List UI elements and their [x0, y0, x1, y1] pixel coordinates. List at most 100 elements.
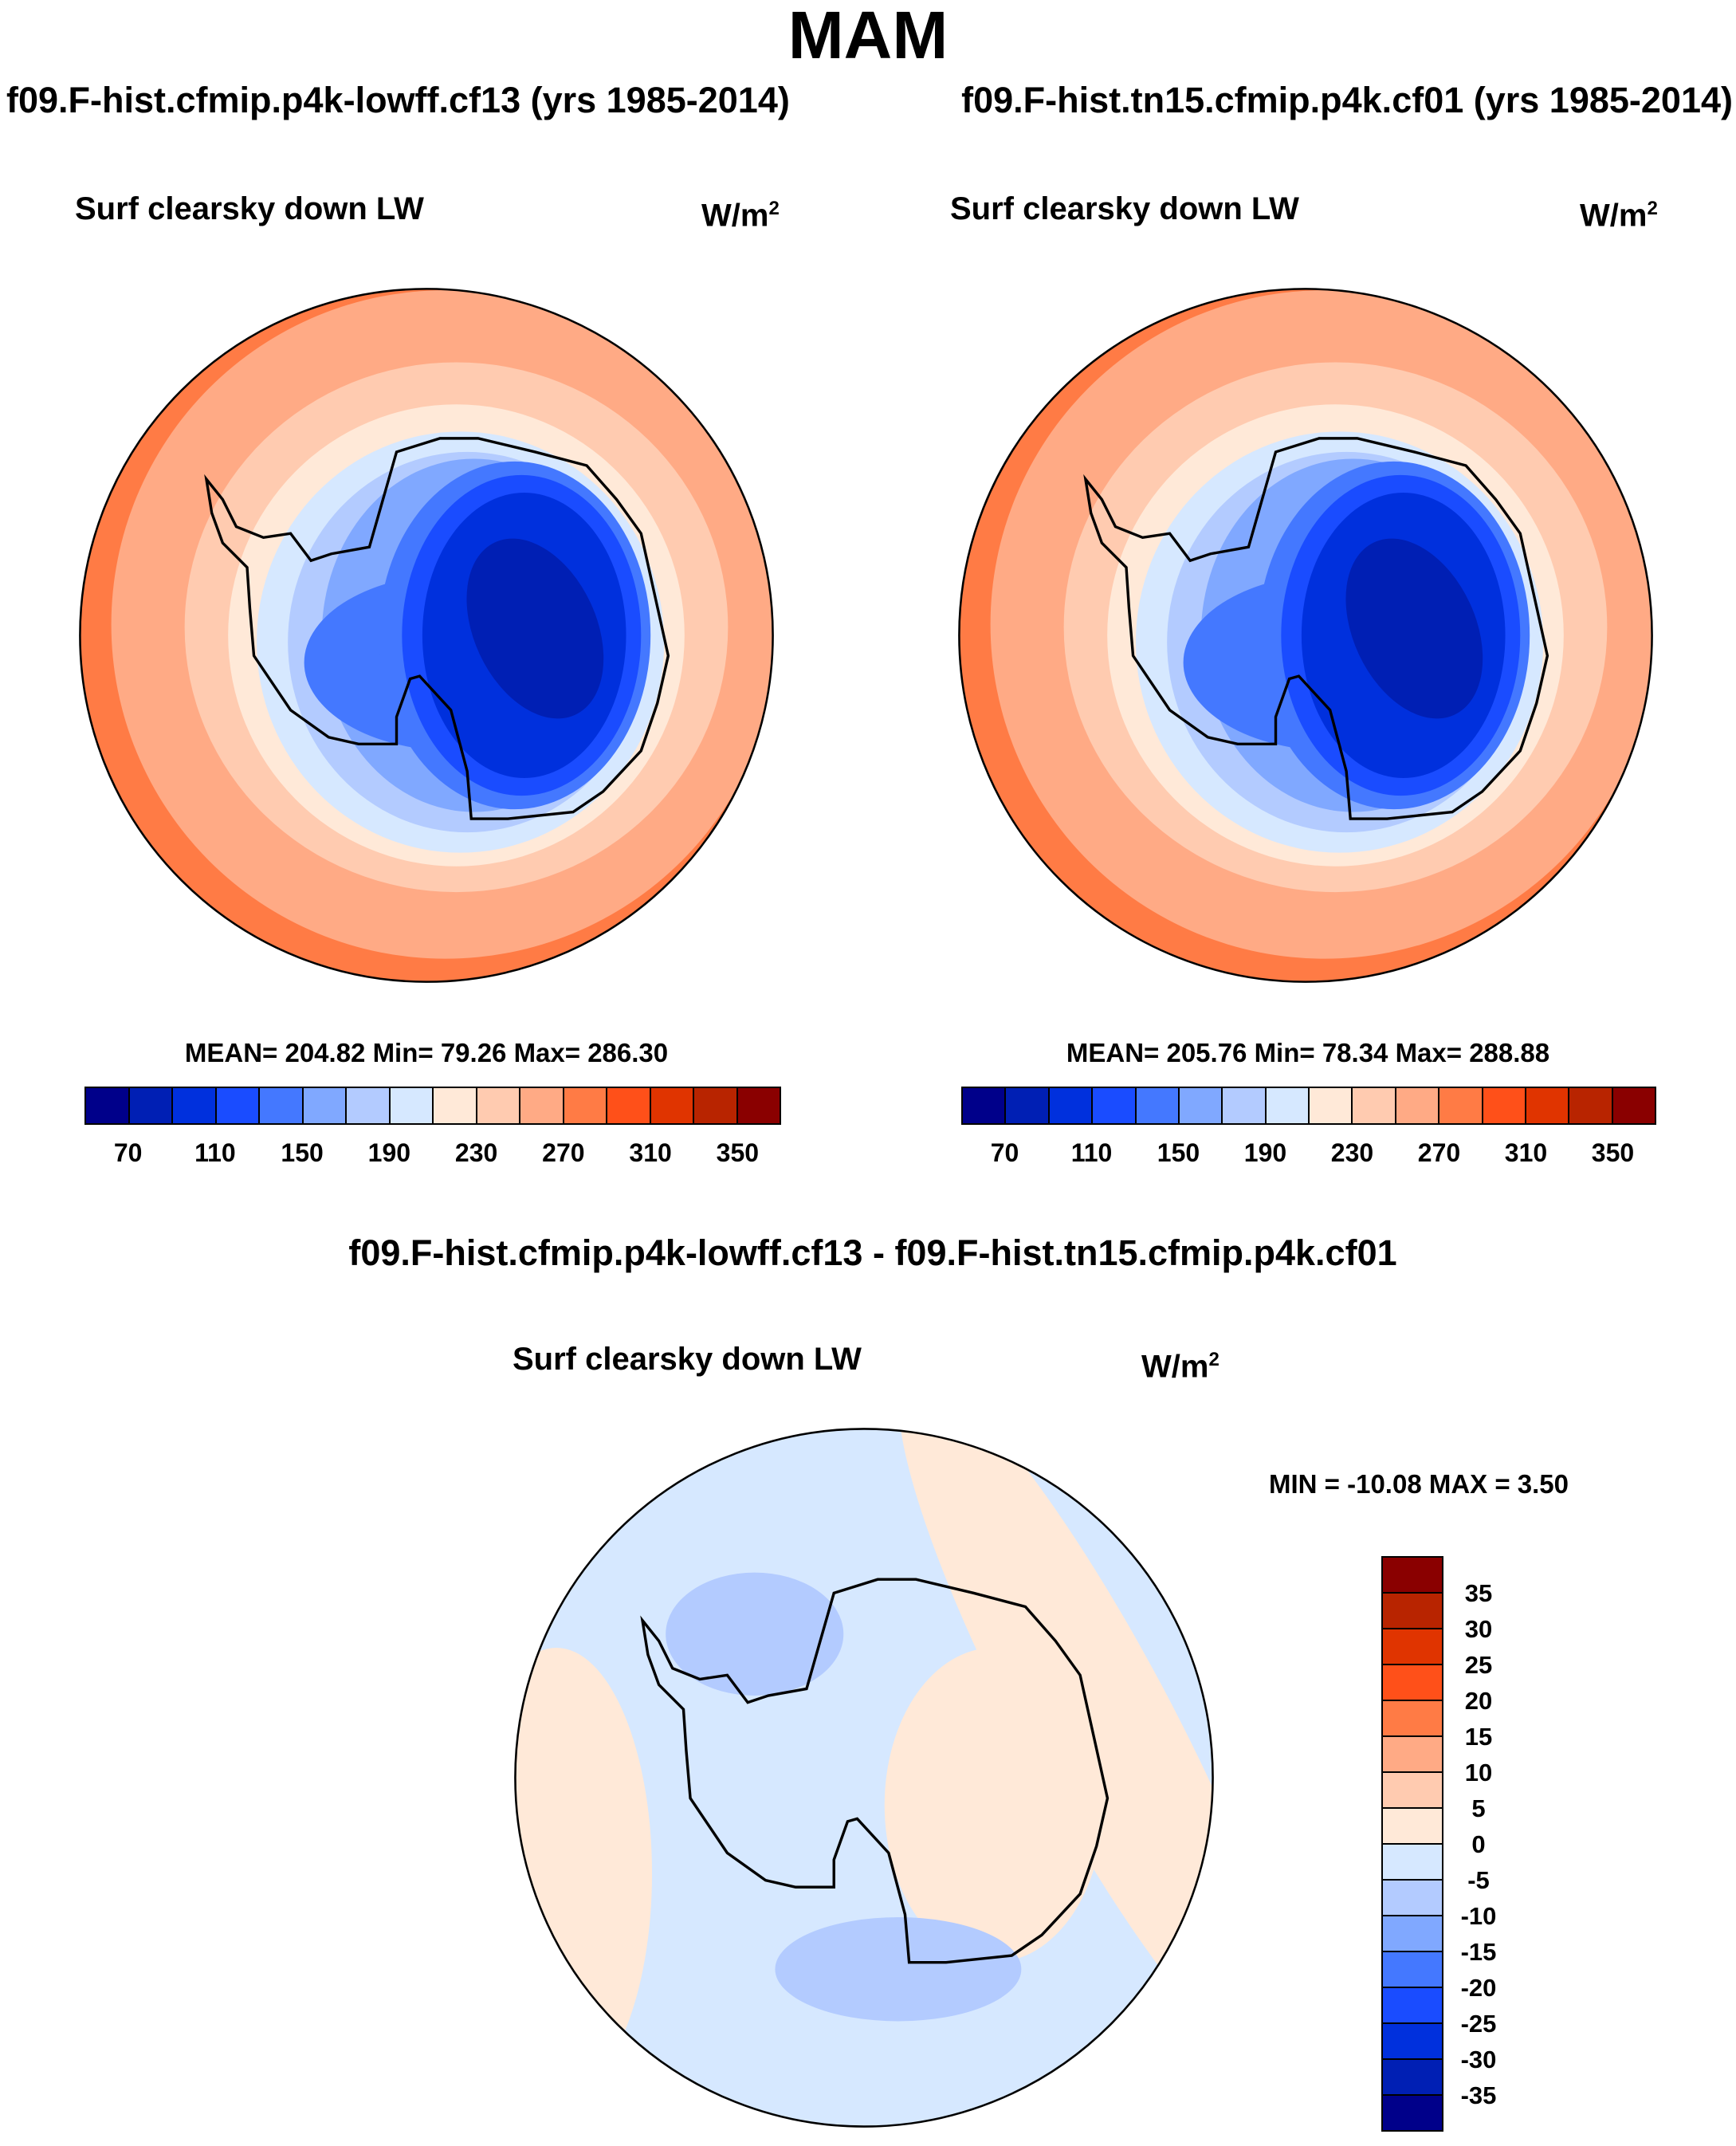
colorbar-box — [694, 1088, 738, 1123]
colorbar-box — [1093, 1088, 1137, 1123]
colorbar-box — [1310, 1088, 1353, 1123]
colorbar-box — [564, 1088, 607, 1123]
colorbar-tick-label: -35 — [1460, 2081, 1497, 2109]
colorbar-tick-label: 150 — [1157, 1138, 1200, 1167]
main-title: MAM — [787, 0, 949, 73]
panel1-title: Surf clearsky down LW — [75, 191, 424, 226]
colorbar-tick-label: -10 — [1460, 1902, 1497, 1930]
colorbar-box — [1483, 1088, 1526, 1123]
colorbar-tick-label: -20 — [1460, 1974, 1497, 2002]
diff-band-minus10-5-a — [666, 1572, 844, 1696]
colorbar-box — [1383, 2096, 1442, 2130]
panel1-units: W/m2 — [701, 198, 780, 234]
diff-colorbar — [1381, 1556, 1443, 2132]
colorbar-box — [1439, 1088, 1483, 1123]
panel2-units: W/m2 — [1580, 198, 1658, 234]
antarctica-coastline — [640, 1578, 1110, 1964]
colorbar-box — [1383, 1845, 1442, 1881]
colorbar-tick-label: 70 — [990, 1138, 1019, 1167]
panel3-units: W/m2 — [1141, 1349, 1220, 1385]
colorbar-box — [1383, 2060, 1442, 2096]
colorbar-box — [347, 1088, 391, 1123]
colorbar-box — [1612, 1088, 1655, 1123]
diff-case-title: f09.F-hist.cfmip.p4k-lowff.cf13 - f09.F-… — [348, 1232, 1397, 1273]
colorbar-box — [650, 1088, 694, 1123]
colorbar-tick-label: 15 — [1464, 1723, 1493, 1751]
colorbar-box — [1006, 1088, 1050, 1123]
diff-colorbar-labels: 35 30 25 20 15 10 5 0 -5 -10 -15 -20 -25 -30 -35 — [1447, 1556, 1518, 2130]
colorbar-box — [1383, 1629, 1442, 1665]
colorbar-box — [1353, 1088, 1396, 1123]
diff-band-0-5-west — [515, 1647, 653, 2100]
colorbar-tick-label: 190 — [367, 1138, 411, 1167]
colorbar-box — [963, 1088, 1007, 1123]
colorbar-box — [1383, 1773, 1442, 1809]
map-border — [514, 1428, 1214, 2128]
colorbar-tick-label: 30 — [1464, 1615, 1493, 1643]
colorbar-box — [1223, 1088, 1267, 1123]
colorbar-tick-label: 35 — [1464, 1579, 1493, 1607]
map-field — [80, 289, 773, 982]
colorbar-box — [1383, 2024, 1442, 2060]
map-border — [958, 288, 1653, 983]
colorbar-box — [303, 1088, 347, 1123]
colorbar-tick-label: 150 — [281, 1138, 324, 1167]
colorbar-box — [1266, 1088, 1310, 1123]
colorbar-tick-label: 310 — [629, 1138, 672, 1167]
colorbar-tick-label: 190 — [1243, 1138, 1287, 1167]
colorbar-box — [1383, 1916, 1442, 1952]
colorbar-tick-label: 230 — [1330, 1138, 1374, 1167]
panel1-map — [79, 288, 774, 983]
panel2-title: Surf clearsky down LW — [950, 191, 1299, 226]
panel2-colorbar-labels: 70 110 150 190 230 270 310 350 — [961, 1138, 1656, 1170]
panel3-title: Surf clearsky down LW — [513, 1342, 862, 1377]
colorbar-box — [737, 1088, 780, 1123]
colorbar-tick-label: 310 — [1504, 1138, 1548, 1167]
colorbar-box — [1383, 1558, 1442, 1594]
panel2-map — [958, 288, 1653, 983]
left-case-title: f09.F-hist.cfmip.p4k-lowff.cf13 (yrs 198… — [6, 80, 790, 120]
map-field — [959, 289, 1652, 982]
colorbar-tick-label: 230 — [454, 1138, 498, 1167]
panel1-colorbar-labels: 70 110 150 190 230 270 310 350 — [84, 1138, 781, 1170]
colorbar-tick-label: -25 — [1460, 2010, 1497, 2038]
diff-band-0-5-continent — [884, 1647, 1104, 1963]
panel1-colorbar — [84, 1087, 781, 1125]
colorbar-box — [1049, 1088, 1094, 1123]
contour-band-70-90 — [466, 538, 604, 719]
colorbar-tick-label: 25 — [1464, 1651, 1493, 1679]
colorbar-box — [1179, 1088, 1223, 1123]
colorbar-tick-label: 350 — [716, 1138, 760, 1167]
colorbar-tick-label: 10 — [1464, 1759, 1493, 1786]
colorbar-box — [607, 1088, 651, 1123]
panel2-colorbar — [961, 1087, 1656, 1125]
panel2-stats: MEAN= 205.76 Min= 78.34 Max= 288.88 — [1066, 1038, 1550, 1067]
colorbar-box — [260, 1088, 304, 1123]
colorbar-tick-label: 5 — [1471, 1794, 1486, 1822]
right-case-title: f09.F-hist.tn15.cfmip.p4k.cf01 (yrs 1985… — [961, 80, 1733, 120]
colorbar-box — [129, 1088, 173, 1123]
colorbar-box — [434, 1088, 477, 1123]
colorbar-tick-label: 0 — [1471, 1830, 1486, 1858]
colorbar-box — [1526, 1088, 1570, 1123]
colorbar-tick-label: 270 — [1417, 1138, 1461, 1167]
colorbar-tick-label: -30 — [1460, 2046, 1497, 2073]
colorbar-box — [1383, 1665, 1442, 1701]
colorbar-box — [1383, 1809, 1442, 1845]
colorbar-tick-label: 110 — [194, 1138, 236, 1167]
colorbar-box — [1383, 1737, 1442, 1773]
colorbar-box — [1396, 1088, 1440, 1123]
colorbar-tick-label: -15 — [1460, 1938, 1497, 1966]
antarctica-coastline — [204, 437, 670, 820]
colorbar-box — [173, 1088, 217, 1123]
colorbar-tick-label: 350 — [1591, 1138, 1635, 1167]
colorbar-box — [216, 1088, 260, 1123]
colorbar-box — [1383, 1988, 1442, 2024]
colorbar-box — [477, 1088, 520, 1123]
colorbar-box — [520, 1088, 564, 1123]
colorbar-box — [1383, 1701, 1442, 1737]
panel1-stats: MEAN= 204.82 Min= 79.26 Max= 286.30 — [184, 1038, 669, 1067]
colorbar-box — [1383, 1594, 1442, 1629]
colorbar-box — [1383, 1952, 1442, 1988]
panel3-map — [514, 1428, 1214, 2128]
